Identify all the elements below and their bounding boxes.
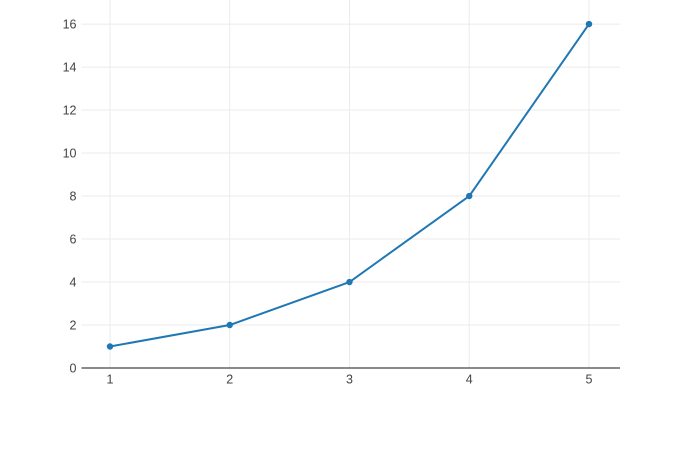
y-tick-label: 8: [70, 190, 77, 204]
y-tick-label: 4: [70, 276, 77, 290]
x-tick-label: 4: [466, 373, 473, 387]
data-point-marker[interactable]: [466, 192, 473, 200]
data-point-marker[interactable]: [106, 343, 114, 350]
x-tick-label: 5: [586, 373, 593, 387]
x-tick-label: 3: [346, 373, 353, 387]
y-tick-label: 10: [63, 147, 77, 161]
y-tick-label: 0: [70, 362, 77, 376]
data-point-marker[interactable]: [585, 20, 593, 28]
y-tick-label: 12: [63, 104, 77, 118]
y-tick-label: 6: [70, 233, 77, 247]
x-tick-label: 1: [107, 373, 114, 387]
x-tick-label: 2: [226, 373, 233, 387]
y-tick-label: 2: [70, 319, 77, 333]
y-tick-label: 16: [63, 18, 77, 32]
data-point-marker[interactable]: [226, 321, 233, 329]
data-point-marker[interactable]: [346, 278, 353, 286]
y-tick-label: 14: [63, 61, 77, 75]
